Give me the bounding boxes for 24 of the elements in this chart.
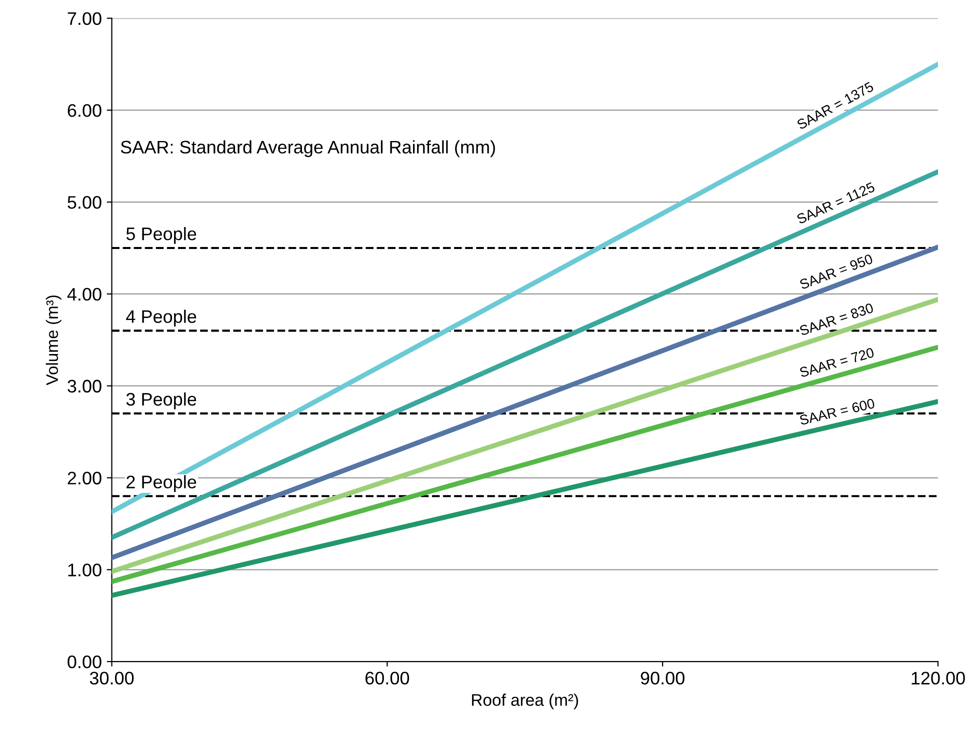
x-tick-label: 60.00 [366,672,410,685]
y-tick-label: 2.00 [68,472,102,484]
y-tick-label: 4.00 [67,288,102,301]
y-axis-title: Volume (m³) [46,296,62,386]
x-tick-label: 30.00 [90,672,134,685]
text: SAAR = 600 [799,398,876,426]
x-tick-label: 90.00 [640,672,684,685]
y-tick-label: 6.00 [68,104,102,117]
text: SAAR = 1125 [796,182,876,224]
ref-line-label: 5 People [126,227,196,244]
x-axis-title: Roof area (m²) [472,694,578,710]
ref-line-label: 2 People [126,475,196,492]
y-tick-label: 7.00 [68,12,102,25]
annotation: SAAR: Standard Average Annual Rainfall (mm) [120,140,495,158]
text: SAAR = 720 [799,347,875,378]
y-tick-label: 1.00 [68,564,102,576]
y-tick-label: 3.00 [68,380,102,393]
ref-line-label: 3 People [126,392,196,410]
text: SAAR = 950 [799,254,874,290]
x-tick-label: 120.00 [912,672,965,685]
text: SAAR = 830 [799,302,874,336]
y-tick-label: 0.00 [68,655,102,668]
y-tick-label: 5.00 [68,196,102,209]
ref-line-label: 4 People [126,310,196,327]
